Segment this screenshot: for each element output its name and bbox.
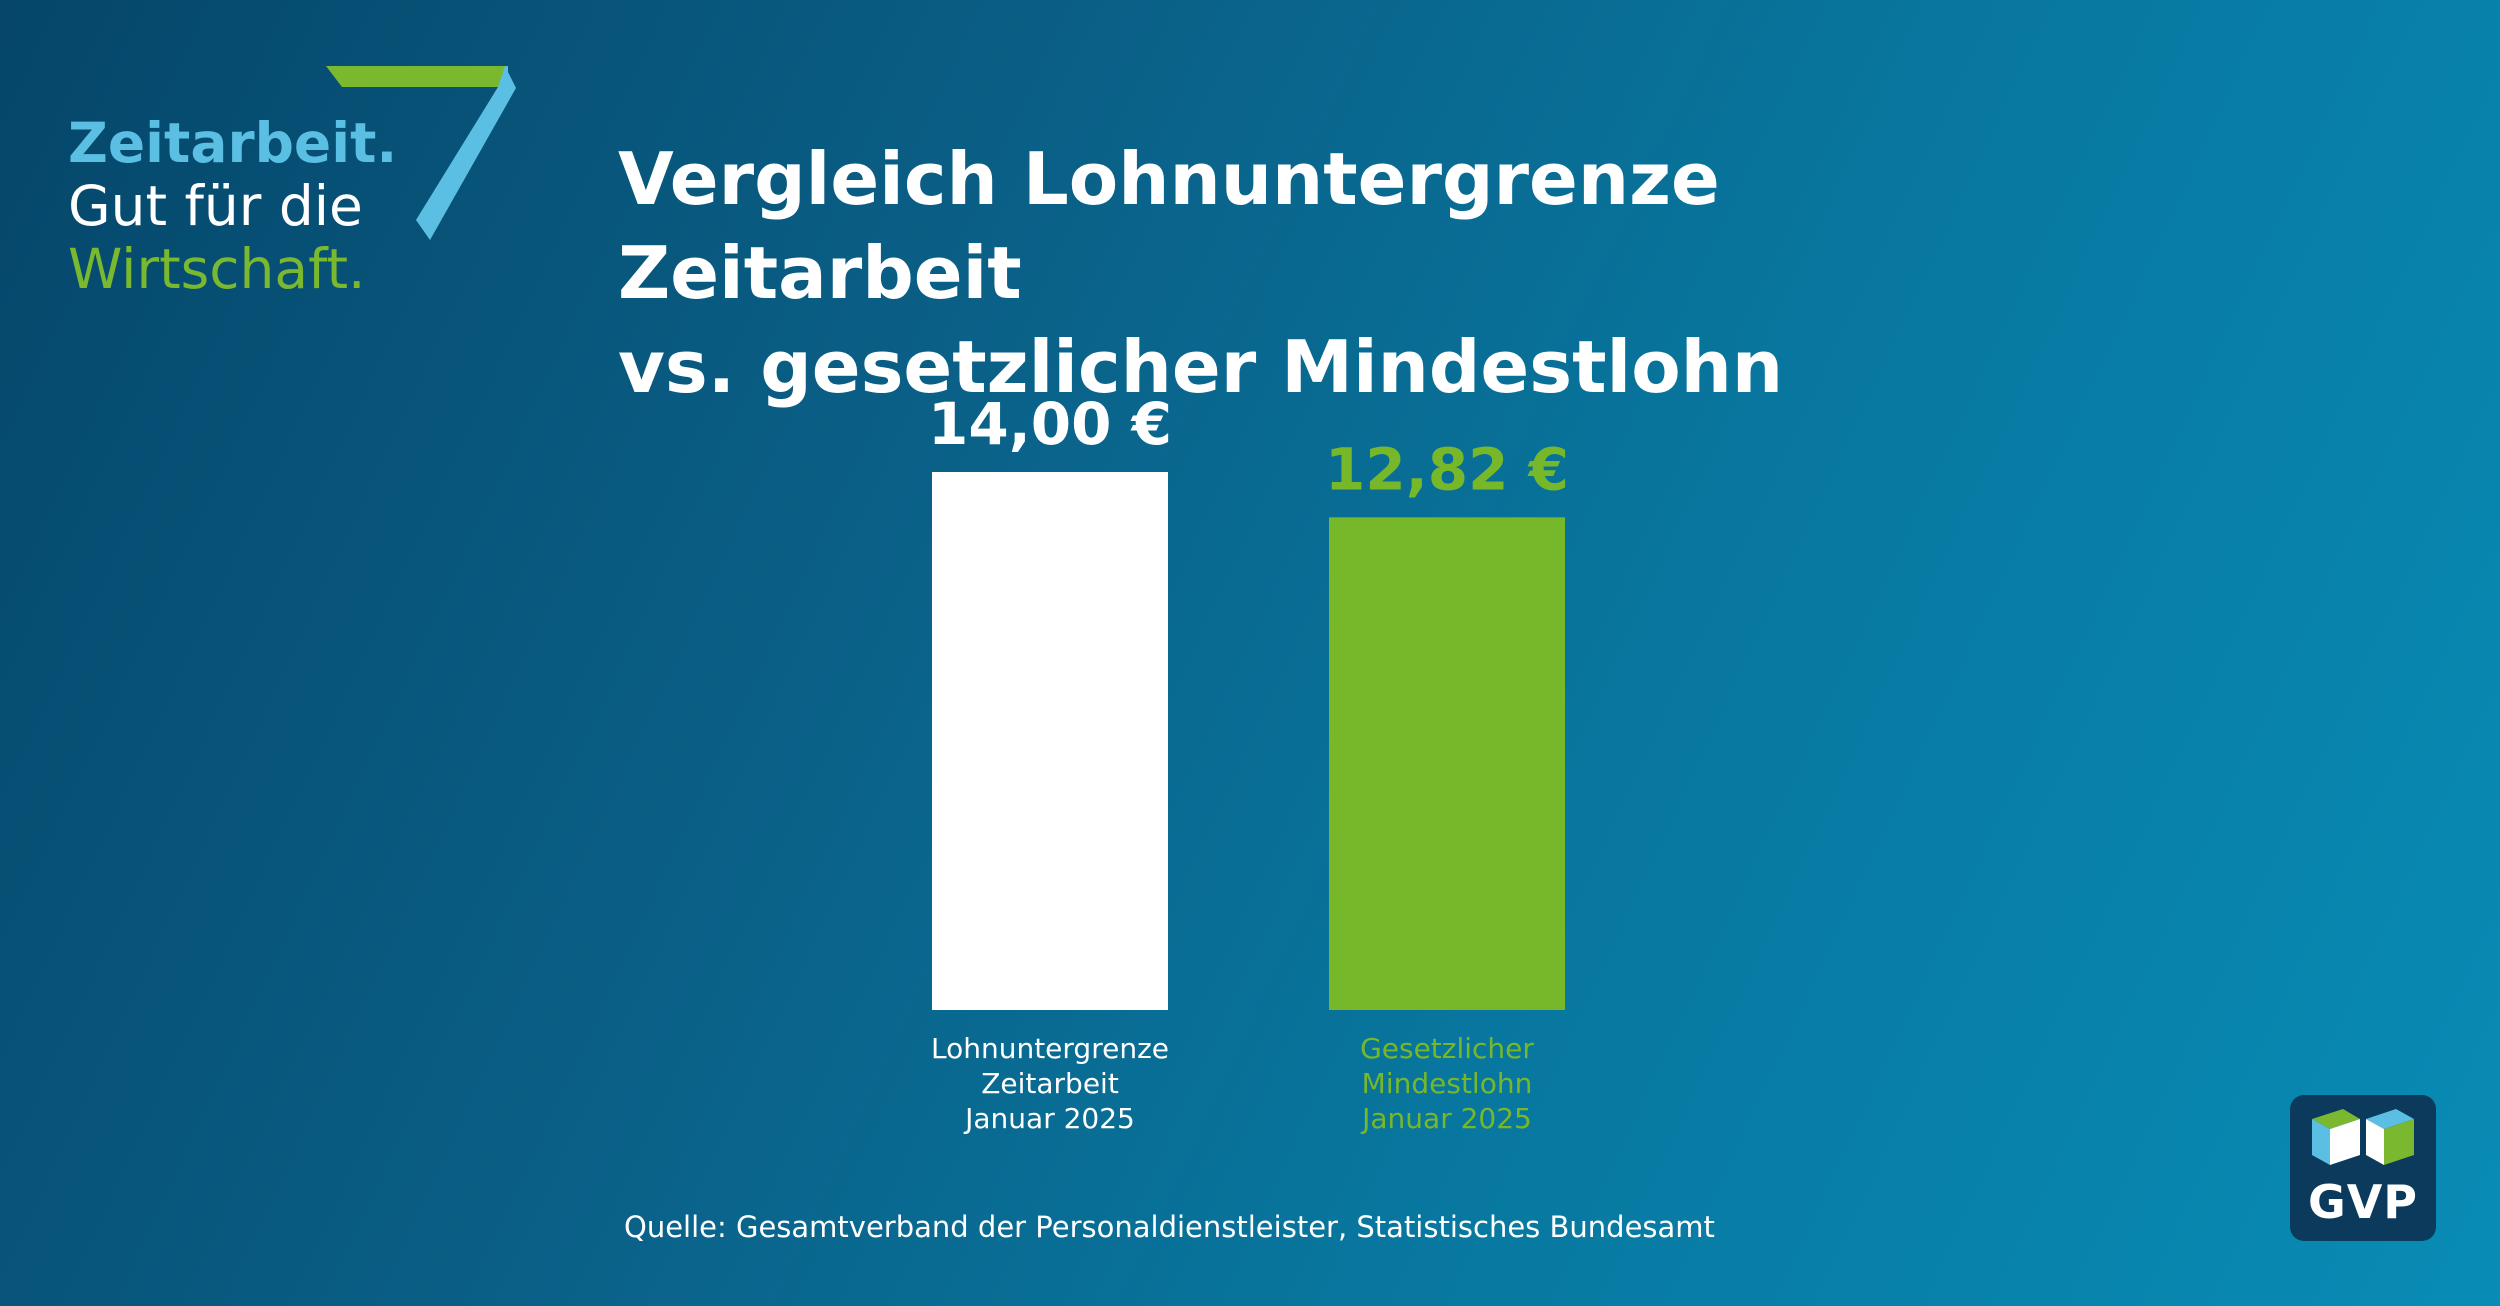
brand-logo: Zeitarbeit. Gut für die Wirtschaft.: [68, 62, 528, 312]
category-label-2-line-2: Mindestlohn: [1362, 1067, 1533, 1100]
brand-line-2: Gut für die: [68, 174, 363, 238]
category-label-1-line-3: Januar 2025: [963, 1102, 1135, 1135]
chart-title: Vergleich Lohnuntergrenze Zeitarbeit vs.…: [618, 132, 2118, 414]
brand-line-3: Wirtschaft.: [68, 237, 366, 301]
gvp-mark-icon: [2312, 1109, 2414, 1165]
gvp-logo-text: GVP: [2307, 1175, 2419, 1229]
category-label-1-line-2: Zeitarbeit: [981, 1067, 1119, 1100]
bar-2: [1329, 517, 1565, 1010]
category-label-1-line-1: Lohnuntergrenze: [931, 1032, 1169, 1065]
category-label-2-line-1: Gesetzlicher: [1360, 1032, 1534, 1065]
category-label-2-line-3: Januar 2025: [1360, 1102, 1532, 1135]
value-label-1: 14,00 €: [928, 390, 1172, 458]
source-note: Quelle: Gesamtverband der Personaldienst…: [624, 1210, 1715, 1244]
title-line-2: vs. gesetzlicher Mindestlohn: [618, 325, 1784, 409]
title-line-1: Vergleich Lohnuntergrenze Zeitarbeit: [618, 137, 1720, 315]
gvp-logo: GVP: [2290, 1095, 2436, 1241]
bar-1: [932, 472, 1168, 1010]
seven-logo-icon: [326, 66, 516, 240]
brand-line-1: Zeitarbeit.: [68, 111, 398, 175]
value-label-2: 12,82 €: [1325, 435, 1569, 503]
